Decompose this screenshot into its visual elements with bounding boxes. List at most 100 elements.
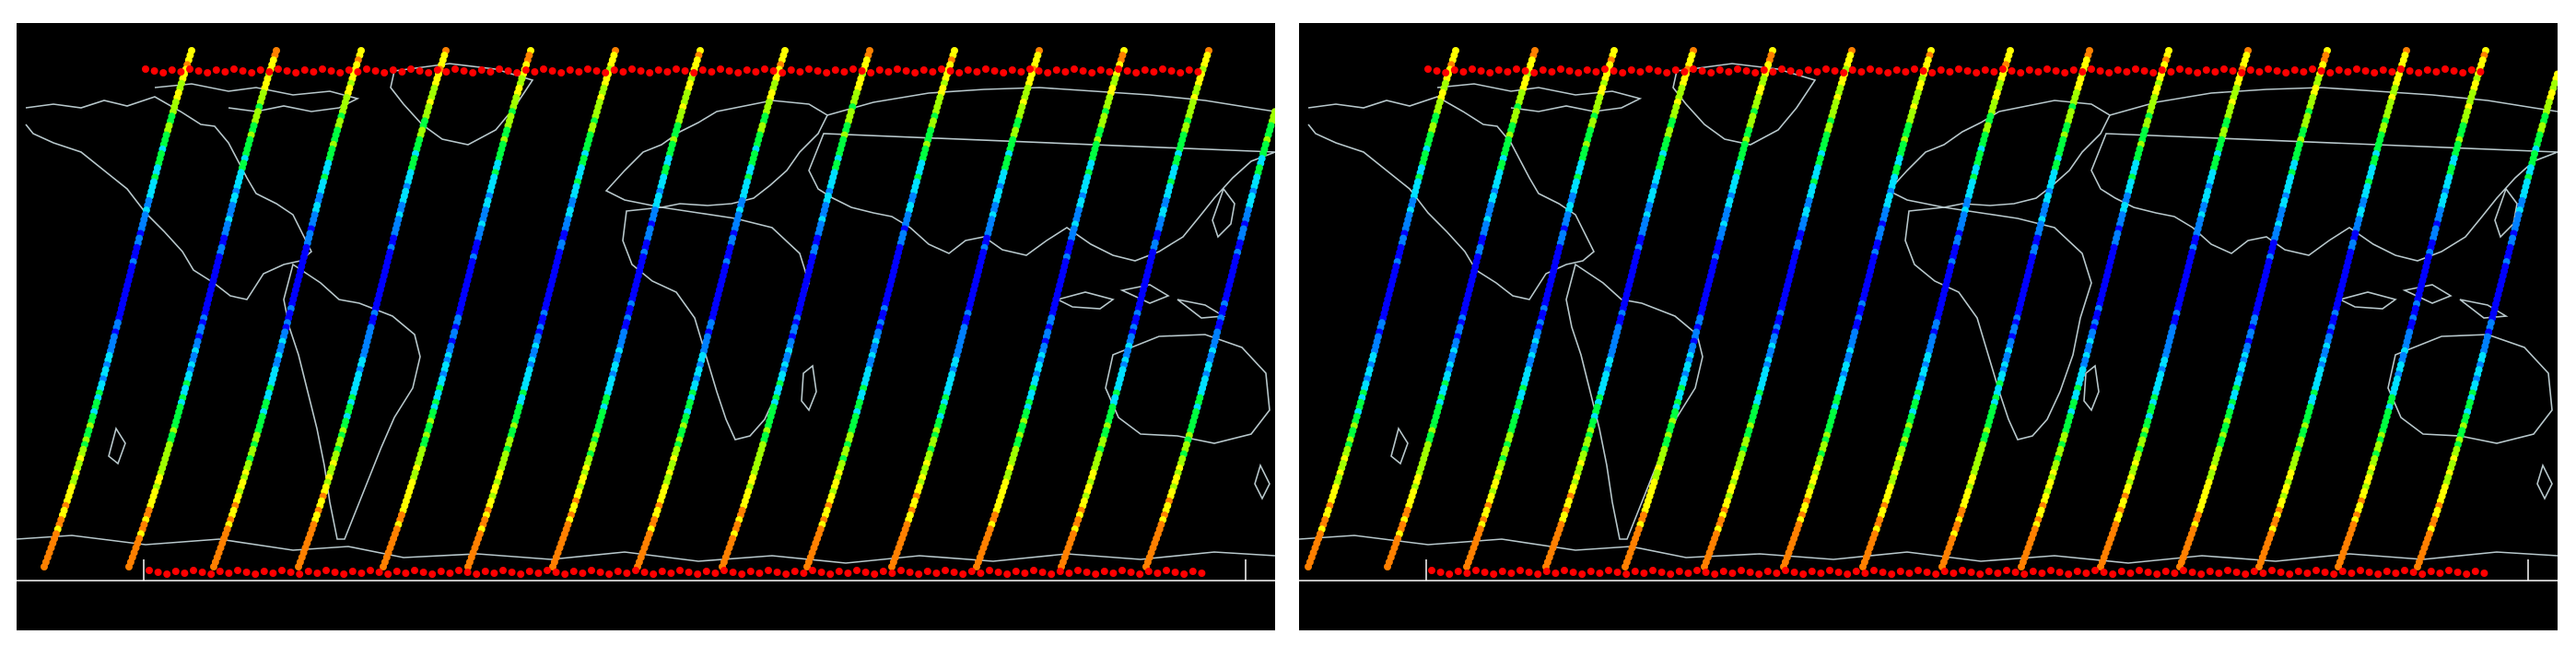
swath-dot — [814, 67, 822, 75]
swath-dot — [2286, 570, 2294, 578]
swath-dot — [2003, 567, 2010, 574]
swath-dot — [844, 570, 852, 577]
map-canvas-left — [17, 47, 1275, 582]
swath-dot — [1171, 569, 1179, 576]
swath-dot — [861, 569, 870, 576]
swath-dot — [340, 570, 348, 578]
swath-dot — [1896, 568, 1904, 575]
swath-dot — [831, 66, 839, 74]
swath-dot — [269, 570, 277, 577]
swath-dot — [508, 569, 516, 576]
swath-dot — [1605, 567, 1612, 574]
swath-dot — [1507, 570, 1516, 577]
swath-dot — [1539, 66, 1547, 74]
swath-dot — [1446, 570, 1454, 578]
swath-dot — [973, 563, 980, 570]
swath-dot — [973, 68, 981, 76]
swath-dot — [477, 66, 486, 74]
swath-dot — [2348, 570, 2356, 577]
swath-dot — [1981, 66, 1989, 74]
swath-dot — [2055, 569, 2064, 576]
swath-dot — [504, 67, 512, 75]
swath-dot — [2038, 570, 2046, 577]
swath-dot — [496, 65, 503, 73]
swath-dot — [2344, 68, 2352, 76]
swath-dot — [840, 68, 849, 76]
swath-dot — [2161, 568, 2170, 575]
swath-dot — [2176, 65, 2184, 73]
swath-dot — [888, 563, 896, 570]
swath-dot — [1305, 563, 1312, 570]
swath-dot — [994, 569, 1002, 576]
swath-dot — [2194, 69, 2202, 76]
swath-dot — [2401, 567, 2408, 574]
swath-dot — [256, 66, 264, 74]
swath-dot — [1831, 67, 1839, 75]
swath-dot — [2144, 569, 2152, 576]
swath-dot — [1003, 570, 1012, 578]
swath-dot — [2379, 66, 2387, 74]
swath-dot — [163, 570, 171, 578]
swath-dot — [566, 66, 574, 74]
swath-dot — [1728, 570, 1737, 577]
swath-dot — [592, 67, 601, 75]
swath-dot — [1928, 69, 1937, 76]
swath-dot — [2140, 67, 2149, 75]
swath-dot — [2255, 563, 2263, 570]
swath-dot — [1675, 568, 1683, 575]
swath-dot — [640, 569, 649, 576]
swath-dot — [2047, 567, 2055, 574]
coastlines — [17, 63, 1275, 564]
swath-dot — [849, 65, 857, 73]
swath-dot — [2052, 67, 2060, 75]
swath-dot — [1557, 65, 1564, 73]
swath-dot — [419, 569, 427, 576]
swath-dot — [1667, 570, 1675, 578]
swath-dot — [1542, 568, 1551, 575]
swath-dot — [932, 570, 941, 577]
swath-dot — [186, 65, 193, 73]
swath-dot — [1061, 68, 1070, 76]
swath-dot — [1742, 67, 1751, 75]
swath-dot — [2282, 69, 2290, 76]
swath-dot — [650, 570, 658, 578]
swath-dot — [1649, 567, 1657, 574]
swath-dot — [790, 568, 799, 575]
swath-dot — [1684, 570, 1692, 577]
swath-dot — [531, 68, 539, 76]
swath-dot — [357, 570, 366, 577]
swath-dot — [1693, 567, 1701, 574]
swath-dot — [2313, 567, 2320, 574]
swath-dot — [380, 563, 387, 570]
swath-dot — [1433, 67, 1441, 75]
swath-dot — [1755, 570, 1763, 578]
swath-dot — [1038, 569, 1047, 576]
swath-dot — [2467, 66, 2476, 74]
swath-dot — [371, 67, 380, 75]
swath-dot — [1955, 65, 1962, 73]
swath-dot — [1490, 570, 1498, 578]
swath-dot — [278, 567, 286, 574]
swath-dot — [1937, 66, 1945, 74]
swath-dot — [1565, 67, 1574, 75]
swath-dot — [2259, 570, 2267, 577]
swath-dot — [923, 568, 931, 575]
swath-dot — [1012, 568, 1020, 575]
swath-dot — [171, 568, 180, 575]
swath-dot — [667, 570, 675, 577]
swath-dot — [2255, 68, 2264, 76]
swath-dot — [517, 570, 525, 578]
swath-dot — [242, 569, 251, 576]
swath-dot — [2171, 570, 2179, 577]
swath-dot — [1035, 67, 1043, 75]
swath-dot — [1000, 69, 1008, 76]
swath-dot — [367, 567, 374, 574]
swath-dot — [955, 69, 964, 76]
swath-dot — [2326, 69, 2335, 76]
swath-dot — [755, 570, 764, 577]
swath-dot — [322, 567, 330, 574]
swath-dot — [1384, 563, 1391, 570]
swath-dot — [761, 65, 768, 73]
swath-dot — [2018, 563, 2025, 570]
swath-dot — [1481, 569, 1489, 576]
